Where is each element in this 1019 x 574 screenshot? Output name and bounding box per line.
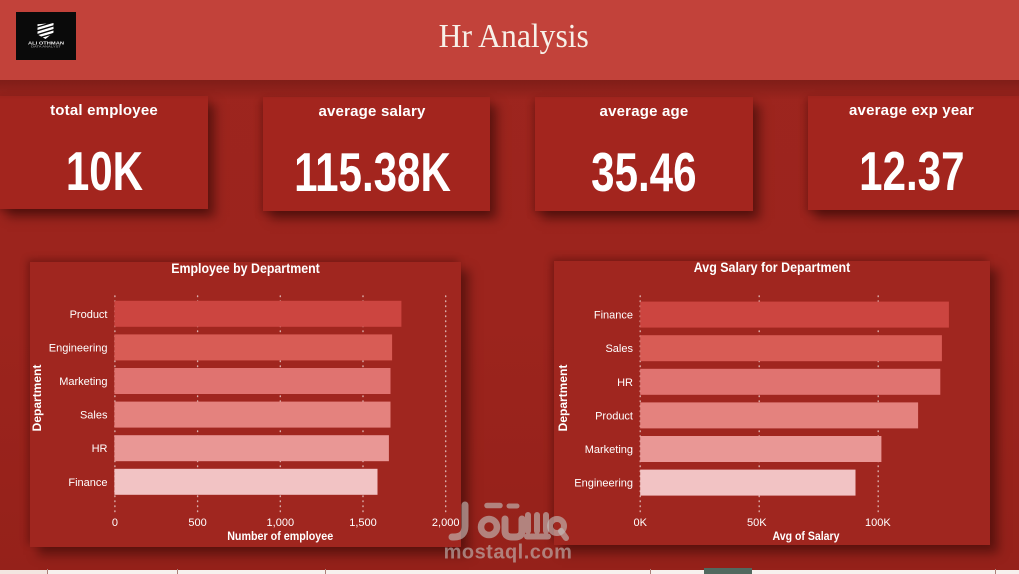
svg-text:HR: HR bbox=[617, 377, 633, 389]
svg-text:ALI OTHMAN: ALI OTHMAN bbox=[28, 40, 64, 45]
svg-text:Department: Department bbox=[30, 365, 44, 432]
svg-text:Number of employee: Number of employee bbox=[227, 531, 333, 543]
svg-text:1,000: 1,000 bbox=[267, 517, 295, 529]
svg-text:HR: HR bbox=[92, 443, 108, 455]
svg-text:Product: Product bbox=[70, 309, 108, 321]
svg-text:mostaql.com: mostaql.com bbox=[444, 542, 573, 564]
svg-text:Marketing: Marketing bbox=[59, 376, 107, 388]
svg-text:Sales: Sales bbox=[605, 343, 633, 355]
svg-text:Marketing: Marketing bbox=[585, 444, 633, 456]
svg-text:2,000: 2,000 bbox=[432, 517, 460, 529]
svg-text:Avg of Salary: Avg of Salary bbox=[773, 531, 841, 543]
svg-text:DATA ANALYST: DATA ANALYST bbox=[31, 44, 61, 48]
svg-text:Engineering: Engineering bbox=[574, 478, 633, 490]
svg-text:500: 500 bbox=[188, 517, 206, 529]
svg-text:Employee by Department: Employee by Department bbox=[171, 262, 320, 276]
svg-text:Finance: Finance bbox=[594, 310, 633, 322]
svg-text:0K: 0K bbox=[633, 517, 647, 529]
svg-text:Sales: Sales bbox=[80, 410, 108, 422]
svg-text:100K: 100K bbox=[865, 517, 891, 529]
svg-text:Finance: Finance bbox=[68, 477, 107, 489]
svg-text:1,500: 1,500 bbox=[349, 517, 377, 529]
svg-text:Product: Product bbox=[595, 410, 633, 422]
svg-text:Department: Department bbox=[556, 365, 570, 432]
svg-text:Avg Salary for Department: Avg Salary for Department bbox=[694, 261, 851, 275]
svg-text:50K: 50K bbox=[747, 517, 767, 529]
svg-text:Engineering: Engineering bbox=[49, 342, 108, 354]
svg-text:0: 0 bbox=[112, 517, 118, 529]
